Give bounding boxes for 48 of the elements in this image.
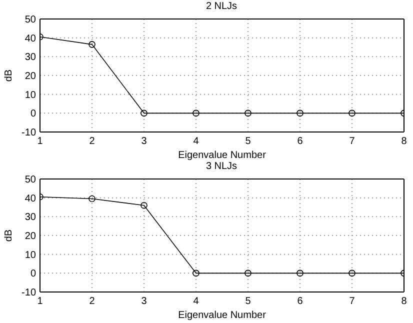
x-tick-label: 5 (245, 136, 252, 148)
point (348, 270, 356, 277)
y-tick-label: 10 (24, 250, 36, 261)
point (192, 110, 200, 117)
point (296, 270, 304, 277)
chart-title: 3 NLJs (204, 160, 238, 174)
point (244, 110, 252, 117)
point (88, 195, 96, 202)
y-tick-label: -10 (22, 288, 36, 299)
x-tick-label: 2 (89, 136, 96, 148)
y-tick-label: 20 (24, 231, 36, 242)
y-axis-title: dB (4, 69, 15, 82)
y-tick-label: 50 (24, 14, 36, 26)
x-tick-label: 4 (193, 136, 200, 148)
x-tick-label: 3 (141, 136, 148, 148)
x-tick-label: 3 (141, 296, 148, 308)
x-tick-label: 6 (297, 136, 304, 148)
y-tick-label: 20 (24, 71, 36, 82)
point (244, 270, 252, 277)
y-tick-label: 40 (24, 33, 36, 44)
x-tick-label: 5 (245, 296, 252, 308)
x-tick-label: 7 (349, 136, 356, 148)
x-tick-label: 1 (37, 296, 44, 308)
x-tick-label: 2 (89, 296, 96, 308)
x-tick-label: 8 (401, 296, 408, 308)
point (348, 110, 356, 117)
y-tick-label: 30 (24, 212, 36, 224)
x-tick-label: 6 (297, 296, 304, 308)
x-tick-label: 1 (37, 136, 44, 148)
x-tick-label: 4 (193, 296, 200, 308)
chart-title: 2 NLJs (204, 0, 238, 14)
y-axis-title: dB (4, 229, 15, 242)
x-axis-title: Eigenvalue Number (178, 150, 267, 161)
y-tick-label: 0 (30, 108, 36, 120)
point (88, 41, 96, 48)
y-tick-label: 10 (24, 90, 36, 101)
x-axis-title: Eigenvalue Number (178, 310, 267, 321)
x-tick-label: 7 (349, 296, 356, 308)
point (192, 270, 200, 277)
y-tick-label: 40 (24, 193, 36, 204)
y-tick-label: 50 (24, 174, 36, 186)
point (140, 202, 148, 209)
x-tick-label: 8 (401, 136, 408, 148)
point (140, 110, 148, 117)
y-tick-label: 30 (24, 52, 36, 64)
y-tick-label: 0 (30, 268, 36, 280)
point (296, 110, 304, 117)
y-tick-label: -10 (22, 128, 36, 139)
